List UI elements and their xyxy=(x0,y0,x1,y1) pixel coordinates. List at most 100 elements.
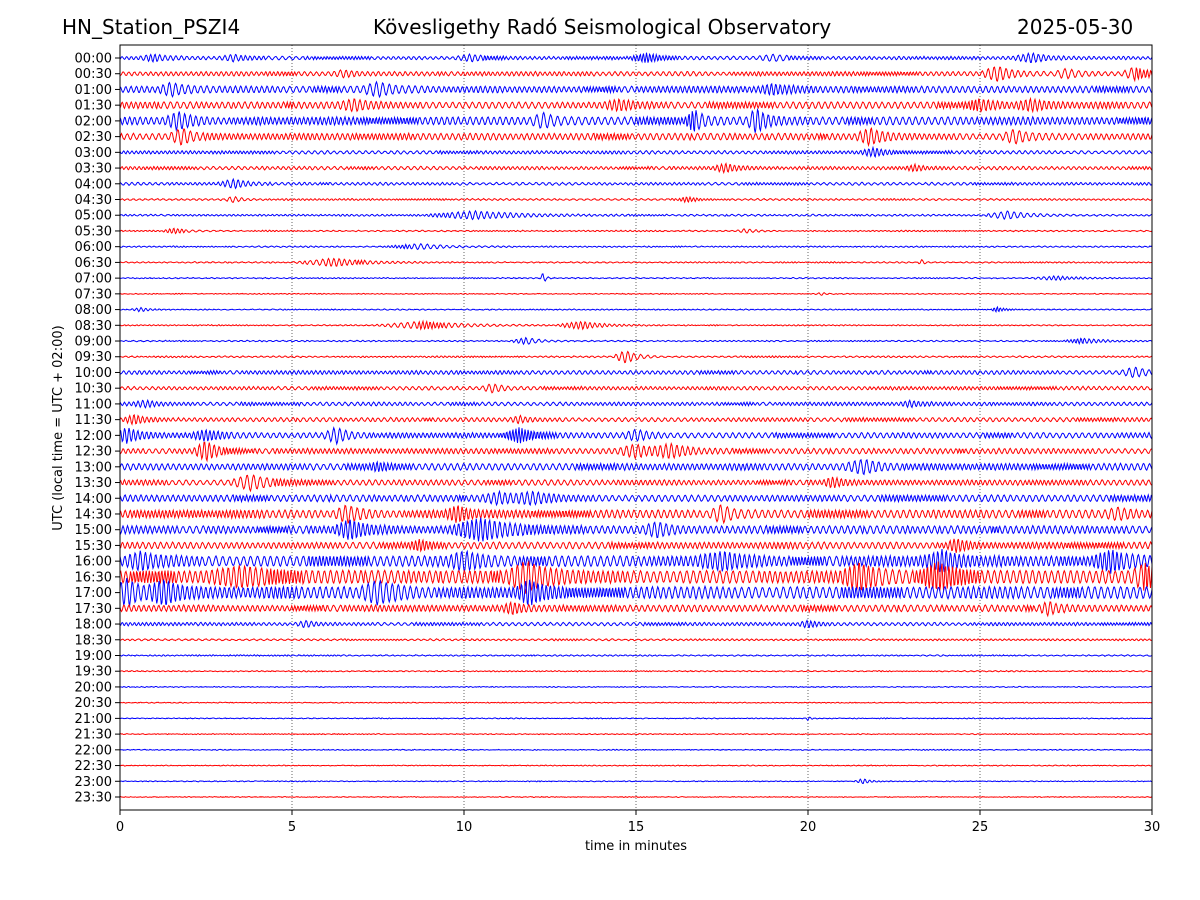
x-tick-label: 20 xyxy=(800,820,817,835)
y-tick-label: 00:00 xyxy=(75,52,112,67)
y-tick-label: 03:00 xyxy=(75,146,112,161)
y-tick-label: 10:00 xyxy=(75,366,112,381)
trace-1330 xyxy=(119,474,1153,493)
trace-2230 xyxy=(119,764,1153,767)
x-tick-label: 15 xyxy=(628,820,645,835)
y-tick-label: 17:00 xyxy=(75,586,112,601)
y-tick-label: 07:30 xyxy=(75,287,112,302)
y-tick-label: 10:30 xyxy=(75,382,112,397)
y-tick-label: 06:00 xyxy=(75,240,112,255)
trace-1130 xyxy=(119,413,1153,426)
y-tick-label: 13:30 xyxy=(75,476,112,491)
trace-1930 xyxy=(119,669,1153,673)
trace-0700 xyxy=(119,273,1153,282)
trace-0400 xyxy=(119,177,1153,190)
trace-0900 xyxy=(119,336,1153,346)
trace-1900 xyxy=(119,653,1153,657)
y-tick-label: 20:30 xyxy=(75,696,112,711)
y-tick-label: 04:30 xyxy=(75,193,112,208)
y-tick-label: 23:00 xyxy=(75,775,112,790)
trace-0230 xyxy=(119,127,1153,148)
y-tick-label: 15:30 xyxy=(75,539,112,554)
y-tick-label: 11:30 xyxy=(75,413,112,428)
y-tick-label: 05:00 xyxy=(75,209,112,224)
trace-1030 xyxy=(119,383,1153,394)
y-tick-label: 01:30 xyxy=(75,99,112,114)
y-tick-label: 14:30 xyxy=(75,507,112,522)
trace-0000 xyxy=(119,51,1153,64)
y-tick-label: 05:30 xyxy=(75,224,112,239)
date-title: 2025-05-30 xyxy=(1017,15,1134,39)
y-axis-label: UTC (local time = UTC + 02:00) xyxy=(51,325,66,530)
y-tick-label: 19:00 xyxy=(75,649,112,664)
trace-1800 xyxy=(119,619,1153,629)
trace-0030 xyxy=(119,66,1153,83)
y-tick-label: 02:30 xyxy=(75,130,112,145)
y-tick-label: 21:30 xyxy=(75,728,112,743)
trace-1830 xyxy=(119,638,1153,642)
trace-2200 xyxy=(119,748,1153,752)
trace-0500 xyxy=(119,209,1153,221)
x-tick-label: 0 xyxy=(116,820,124,835)
trace-2100 xyxy=(119,716,1153,722)
y-tick-label: 12:00 xyxy=(75,429,112,444)
trace-0530 xyxy=(119,227,1153,235)
y-tick-label: 18:00 xyxy=(75,618,112,633)
trace-2000 xyxy=(119,685,1153,689)
y-tick-label: 08:30 xyxy=(75,319,112,334)
trace-0730 xyxy=(119,292,1153,296)
x-tick-label: 25 xyxy=(972,820,989,835)
observatory-title: Kövesligethy Radó Seismological Observat… xyxy=(373,15,832,39)
y-tick-label: 03:30 xyxy=(75,162,112,177)
y-tick-label: 15:00 xyxy=(75,523,112,538)
y-tick-label: 08:00 xyxy=(75,303,112,318)
y-tick-label: 17:30 xyxy=(75,602,112,617)
y-tick-label: 22:30 xyxy=(75,759,112,774)
station-title: HN_Station_PSZI4 xyxy=(62,15,241,39)
y-tick-label: 19:30 xyxy=(75,665,112,680)
trace-1300 xyxy=(119,458,1153,476)
y-tick-label: 11:00 xyxy=(75,397,112,412)
trace-0800 xyxy=(119,305,1153,314)
trace-1400 xyxy=(119,489,1153,507)
x-tick-label: 5 xyxy=(288,820,296,835)
trace-0430 xyxy=(119,195,1153,204)
y-tick-label: 21:00 xyxy=(75,712,112,727)
trace-1500 xyxy=(119,517,1153,542)
trace-1100 xyxy=(119,398,1153,409)
y-tick-label: 09:30 xyxy=(75,350,112,365)
y-tick-label: 09:00 xyxy=(75,335,112,350)
trace-0930 xyxy=(119,350,1153,364)
x-tick-label: 30 xyxy=(1144,820,1161,835)
trace-1430 xyxy=(119,504,1153,525)
x-tick-label: 10 xyxy=(456,820,473,835)
trace-1230 xyxy=(119,441,1153,463)
trace-2300 xyxy=(119,778,1153,785)
y-tick-label: 18:30 xyxy=(75,633,112,648)
y-tick-label: 06:30 xyxy=(75,256,112,271)
trace-1530 xyxy=(119,538,1153,553)
y-tick-label: 12:30 xyxy=(75,445,112,460)
y-tick-label: 00:30 xyxy=(75,67,112,82)
trace-2130 xyxy=(119,732,1153,736)
trace-1730 xyxy=(119,600,1153,618)
y-tick-label: 23:30 xyxy=(75,791,112,806)
y-tick-label: 16:30 xyxy=(75,570,112,585)
trace-1630 xyxy=(119,559,1153,594)
y-tick-label: 07:00 xyxy=(75,272,112,287)
trace-1000 xyxy=(119,366,1153,379)
trace-1700 xyxy=(119,577,1153,607)
trace-2030 xyxy=(119,701,1153,704)
trace-0300 xyxy=(119,145,1153,158)
trace-0830 xyxy=(119,319,1153,331)
y-tick-label: 04:00 xyxy=(75,177,112,192)
y-tick-label: 13:00 xyxy=(75,460,112,475)
y-tick-label: 20:00 xyxy=(75,680,112,695)
y-tick-label: 22:00 xyxy=(75,743,112,758)
x-axis-label: time in minutes xyxy=(585,839,687,854)
trace-0330 xyxy=(119,162,1153,175)
trace-1600 xyxy=(119,549,1153,574)
trace-0100 xyxy=(119,80,1153,99)
trace-0600 xyxy=(119,242,1153,251)
